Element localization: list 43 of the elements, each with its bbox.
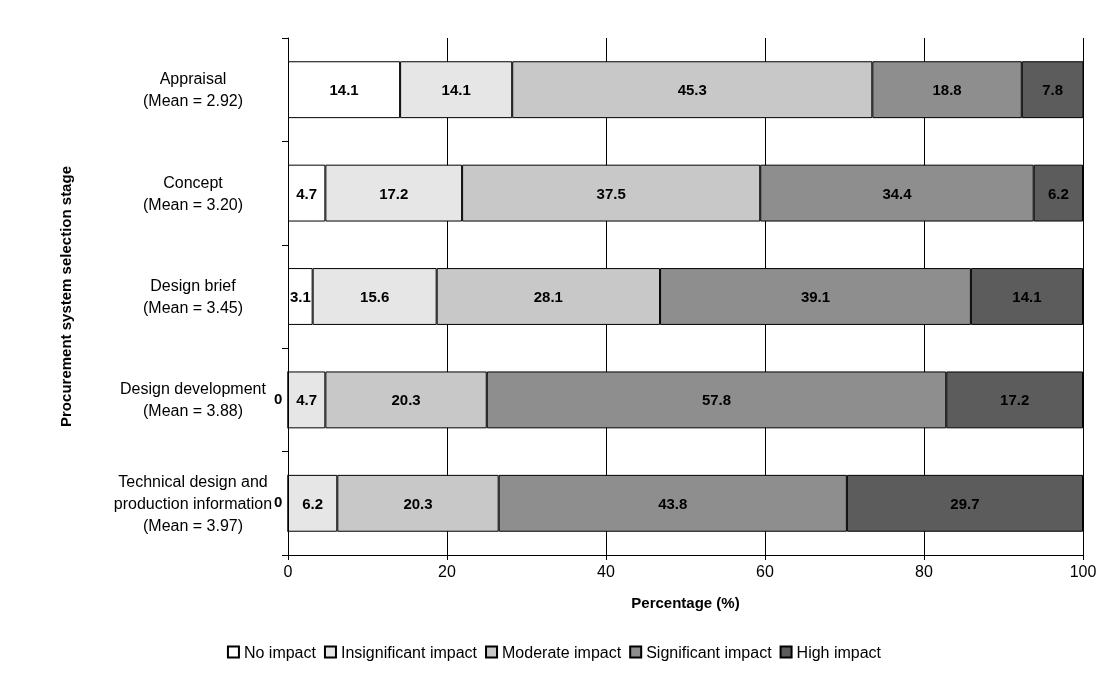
annotation: 0	[274, 389, 283, 407]
data-label: 15.6	[360, 288, 390, 305]
legend-label: Significant impact	[646, 643, 773, 661]
legend-label: Moderate impact	[502, 643, 622, 661]
legend-label: Insignificant impact	[340, 643, 478, 661]
data-label: 14.1	[1012, 288, 1042, 305]
data-label: 43.8	[658, 494, 688, 512]
data-label: 45.3	[677, 81, 707, 99]
data-label: 34.4	[882, 184, 913, 202]
data-label: 3.1	[289, 288, 311, 305]
data-label: 4.7	[296, 391, 318, 409]
x-tick-label: 20	[438, 562, 456, 580]
data-label: 39.1	[800, 288, 831, 305]
data-label: 20.3	[391, 391, 421, 409]
y-tick-label: Design development (Mean = 3.88)	[120, 380, 267, 420]
data-label: 17.2	[1000, 391, 1030, 409]
data-label: 20.3	[403, 494, 433, 512]
data-label: 28.1	[533, 288, 563, 305]
data-label: 14.1	[329, 81, 359, 99]
legend-label: High impact	[796, 643, 882, 661]
x-tick-label: 80	[915, 562, 933, 580]
x-tick-label: 60	[756, 562, 774, 580]
y-tick-label: Design brief (Mean = 3.45)	[142, 277, 244, 316]
y-tick-label: Technical design and production information (Mean = 3.97)	[113, 472, 273, 534]
x-axis-title: Percentage (%)	[631, 594, 740, 611]
data-label: 17.2	[379, 184, 409, 202]
data-label: 29.7	[950, 494, 980, 512]
x-tick-label: 40	[597, 562, 615, 580]
y-tick-label: Concept (Mean = 3.20)	[142, 173, 244, 213]
y-axis-title: Procurement system selection stage	[57, 166, 74, 427]
x-tick-label: 0	[283, 562, 293, 580]
data-label: 18.8	[932, 81, 962, 99]
data-label: 6.2	[302, 494, 324, 512]
data-label: 7.8	[1042, 81, 1064, 99]
annotation: 0	[274, 493, 283, 511]
data-label: 4.7	[296, 184, 318, 202]
legend-label: No impact	[243, 643, 317, 661]
data-label: 37.5	[596, 184, 626, 202]
y-tick-label: Appraisal (Mean = 2.92)	[142, 70, 244, 110]
data-label: 14.1	[441, 81, 471, 99]
x-tick-label: 100	[1069, 562, 1097, 580]
data-label: 6.2	[1047, 184, 1069, 202]
data-label: 57.8	[701, 391, 732, 409]
